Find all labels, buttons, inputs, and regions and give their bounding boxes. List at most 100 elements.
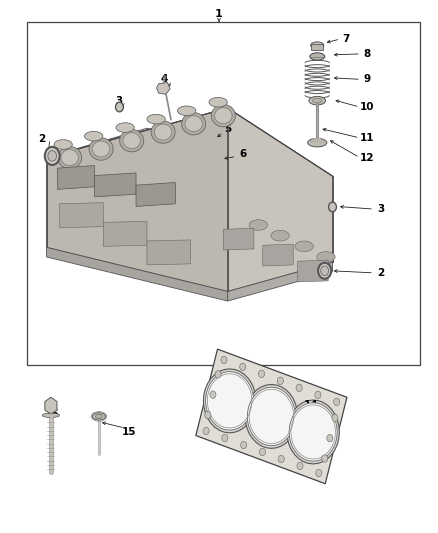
Text: 2: 2: [39, 134, 46, 144]
Ellipse shape: [61, 150, 78, 166]
Bar: [27, 22, 420, 365]
Polygon shape: [57, 165, 95, 189]
Ellipse shape: [123, 133, 141, 149]
Ellipse shape: [120, 130, 144, 152]
Ellipse shape: [209, 98, 227, 107]
Polygon shape: [263, 244, 293, 266]
Circle shape: [258, 370, 265, 377]
Ellipse shape: [321, 266, 328, 276]
Ellipse shape: [328, 202, 336, 212]
Ellipse shape: [116, 102, 124, 112]
Polygon shape: [297, 260, 328, 282]
Circle shape: [321, 455, 328, 462]
Polygon shape: [307, 138, 327, 143]
Ellipse shape: [245, 384, 297, 448]
Ellipse shape: [42, 413, 60, 417]
Ellipse shape: [147, 114, 165, 124]
Text: 1: 1: [215, 9, 223, 19]
Ellipse shape: [92, 141, 110, 157]
Circle shape: [205, 411, 211, 419]
Text: 7: 7: [342, 34, 349, 44]
Circle shape: [278, 455, 284, 463]
Circle shape: [210, 391, 216, 398]
Polygon shape: [147, 240, 191, 265]
Ellipse shape: [203, 369, 256, 433]
Ellipse shape: [45, 147, 60, 165]
Polygon shape: [46, 108, 228, 292]
Circle shape: [277, 377, 283, 384]
Ellipse shape: [271, 230, 289, 241]
Text: 4: 4: [161, 75, 168, 84]
Circle shape: [297, 462, 303, 470]
Circle shape: [316, 469, 322, 477]
Circle shape: [221, 356, 227, 364]
Circle shape: [259, 448, 265, 456]
Text: 10: 10: [360, 102, 374, 112]
Ellipse shape: [289, 403, 337, 461]
Text: 16: 16: [45, 409, 60, 419]
Ellipse shape: [154, 124, 172, 140]
Ellipse shape: [318, 263, 331, 279]
FancyBboxPatch shape: [196, 349, 347, 484]
Bar: [311, 44, 323, 50]
Circle shape: [215, 370, 221, 378]
Ellipse shape: [247, 387, 295, 446]
Polygon shape: [60, 203, 103, 228]
Circle shape: [315, 391, 321, 399]
Ellipse shape: [205, 372, 254, 430]
Circle shape: [203, 427, 209, 435]
Text: 5: 5: [224, 124, 231, 134]
Polygon shape: [46, 108, 332, 176]
Ellipse shape: [212, 104, 235, 127]
Text: 6: 6: [240, 149, 247, 159]
Text: 3: 3: [377, 204, 384, 214]
Text: 15: 15: [122, 427, 137, 438]
Ellipse shape: [89, 138, 113, 160]
Polygon shape: [228, 108, 332, 292]
Ellipse shape: [310, 53, 325, 60]
Text: 11: 11: [360, 133, 374, 143]
Circle shape: [332, 414, 338, 422]
Ellipse shape: [309, 96, 325, 105]
Polygon shape: [46, 247, 228, 301]
Circle shape: [240, 441, 247, 449]
Text: 13: 13: [264, 388, 279, 398]
Polygon shape: [45, 397, 57, 414]
Ellipse shape: [48, 151, 57, 161]
Ellipse shape: [58, 147, 81, 169]
Circle shape: [334, 398, 340, 406]
Ellipse shape: [249, 220, 268, 230]
Ellipse shape: [185, 116, 202, 132]
Polygon shape: [136, 182, 175, 206]
Ellipse shape: [215, 108, 232, 124]
Text: 9: 9: [364, 75, 371, 84]
Polygon shape: [228, 262, 332, 301]
Polygon shape: [103, 221, 147, 246]
Ellipse shape: [151, 121, 175, 143]
Polygon shape: [223, 228, 254, 250]
Ellipse shape: [177, 106, 196, 116]
Text: 14: 14: [304, 400, 318, 410]
Ellipse shape: [95, 414, 102, 418]
Ellipse shape: [116, 123, 134, 132]
Ellipse shape: [295, 241, 313, 252]
Circle shape: [296, 384, 302, 392]
Circle shape: [327, 434, 333, 442]
Text: 2: 2: [377, 268, 384, 278]
Ellipse shape: [311, 42, 324, 49]
Text: 3: 3: [115, 95, 122, 106]
Ellipse shape: [85, 131, 103, 141]
Ellipse shape: [182, 112, 206, 135]
Polygon shape: [156, 83, 170, 94]
Polygon shape: [95, 173, 136, 197]
Text: 12: 12: [360, 152, 374, 163]
Ellipse shape: [307, 139, 327, 147]
Text: 8: 8: [364, 49, 371, 59]
Ellipse shape: [312, 98, 322, 103]
Ellipse shape: [92, 413, 106, 420]
Ellipse shape: [54, 140, 72, 149]
Ellipse shape: [287, 400, 339, 464]
Circle shape: [222, 434, 228, 442]
Circle shape: [240, 363, 246, 370]
Ellipse shape: [317, 252, 335, 262]
